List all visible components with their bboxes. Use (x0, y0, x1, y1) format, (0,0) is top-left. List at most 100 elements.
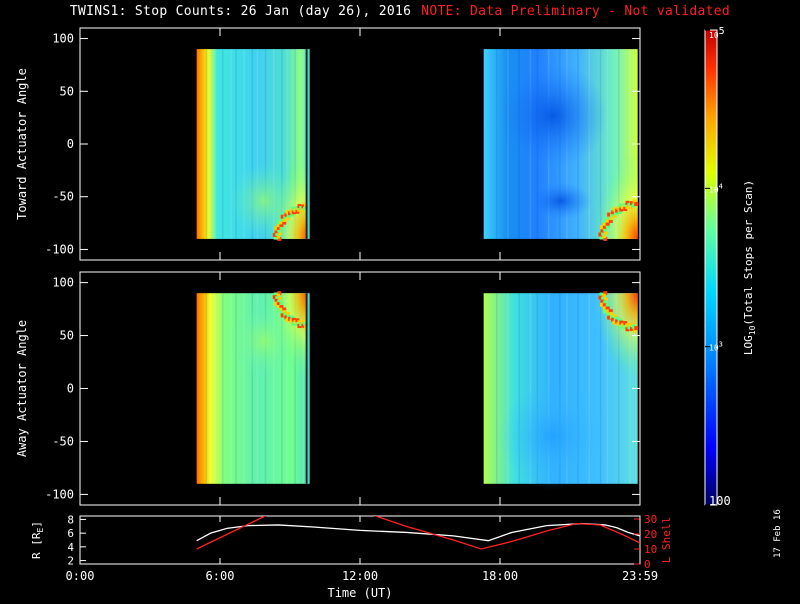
heatmap-striation (281, 293, 283, 484)
colorbar-tick-label: 104 (709, 182, 723, 194)
heatmap-noise-cell (277, 228, 282, 233)
heatmap-noise-cell (598, 295, 603, 300)
heatmap-noise-cell (299, 206, 304, 211)
heatmap-edge-strip (307, 49, 310, 239)
radius-label-sub: E (36, 527, 45, 532)
heatmap-block (196, 291, 310, 484)
heatmap-striation (213, 49, 216, 239)
heatmap-noise-cell (282, 310, 287, 315)
heatmap-striation (495, 49, 498, 239)
heatmap-noise-cell (276, 220, 281, 225)
heatmap-noise-cell (605, 221, 610, 226)
heatmap-noise-cell (623, 202, 628, 207)
heatmap-striation (286, 49, 288, 239)
heatmap-noise-cell (611, 317, 616, 322)
away-y-label: Away Actuator Angle (15, 320, 29, 457)
heatmap-noise-cell (623, 207, 628, 212)
time-tick-label: 12:00 (342, 569, 378, 583)
heatmap-striation (256, 49, 259, 239)
heatmap-striation (495, 293, 498, 484)
away-heatmap (196, 291, 639, 490)
heatmap-noise-cell (617, 318, 622, 323)
heatmap-noise-cell (291, 317, 296, 322)
heatmap-striation (294, 49, 296, 239)
heatmap-noise-cell (291, 206, 296, 211)
heatmap-noise-cell (623, 325, 628, 330)
heatmap-noise-cell (277, 291, 282, 296)
heatmap-noise-cell (276, 225, 281, 230)
heatmap-noise-cell (616, 206, 621, 211)
heatmap-noise-cell (600, 299, 605, 304)
heatmap-noise-cell (600, 228, 605, 233)
heatmap-noise-cell (602, 309, 607, 314)
toward-angle-panel: -100 -50 0 50 100 Toward Actuator Angle (15, 27, 641, 261)
time-tick-label: 0:00 (66, 569, 95, 583)
heatmap-noise-cell (280, 217, 285, 222)
heatmap-noise-cell (279, 302, 284, 307)
heatmap-striation (599, 293, 602, 484)
heatmap-striation (272, 293, 275, 484)
heatmap-gap-line (305, 49, 308, 239)
heatmap-noise-cell (274, 301, 279, 306)
radius-tick-label: 2 (67, 555, 74, 568)
heatmap-noise-cell (618, 324, 623, 329)
heatmap-noise-cell (284, 212, 289, 217)
heatmap-noise-cell (276, 293, 281, 298)
heatmap-noise-cell (615, 208, 620, 213)
heatmap-noise-cell (612, 207, 617, 212)
radius-label-close: ] (30, 521, 43, 528)
heatmap-noise-cell (625, 323, 630, 328)
heatmap-striation (221, 49, 224, 239)
lshell-tick-label: 30 (644, 513, 657, 526)
away-x-ticks (79, 272, 641, 505)
heatmap-noise-cell (279, 220, 284, 225)
heatmap-striation (606, 293, 609, 484)
orbit-lines (196, 516, 640, 550)
heatmap-noise-cell (607, 315, 612, 320)
heatmap-striation (617, 293, 620, 484)
heatmap-noise-cell (286, 213, 291, 218)
heatmap-noise-cell (286, 314, 291, 319)
heatmap-noise-cell (290, 315, 295, 320)
heatmap-noise-cell (601, 296, 606, 301)
heatmap-noise-cell (277, 299, 282, 304)
toward-heatmap (196, 49, 639, 241)
toward-x-ticks (79, 28, 641, 260)
heatmap-noise-cell (605, 224, 610, 229)
heatmap-hot-corner (269, 293, 309, 379)
heatmap-noise-cell (619, 320, 624, 325)
heatmap-noise-cell (602, 221, 607, 226)
heatmap-noise-cell (603, 297, 608, 302)
heatmap-striation (518, 293, 520, 484)
heatmap-block (483, 291, 639, 490)
heatmap-noise-cell (602, 224, 607, 229)
heatmap-noise-cell (599, 292, 604, 297)
heatmap-noise-cell (301, 323, 306, 328)
heatmap-striation (264, 293, 267, 484)
heatmap-noise-cell (617, 210, 622, 215)
heatmap-noise-cell (276, 234, 281, 239)
heatmap-noise-cell (610, 213, 615, 218)
heatmap-striation (230, 49, 232, 239)
y-tick-label: 0 (67, 137, 74, 151)
heatmap-noise-cell (299, 322, 304, 327)
heatmap-noise-cell (272, 295, 277, 300)
heatmap-noise-cell (282, 220, 287, 225)
heatmap-noise-cell (602, 218, 607, 223)
heatmap-noise-cell (607, 212, 612, 217)
heatmap-noise-cell (613, 316, 618, 321)
heatmap-striation (264, 49, 267, 239)
toward-y-label: Toward Actuator Angle (15, 68, 29, 220)
heatmap-striation (251, 49, 254, 239)
heatmap-low-region (529, 181, 592, 220)
lshell-axis-label: L Shell (660, 517, 673, 563)
y-tick-label: 100 (52, 32, 74, 46)
colorbar-tick-exponent: 5 (719, 26, 725, 37)
radius-tick-label: 8 (67, 513, 74, 526)
heatmap-noise-cell (282, 217, 287, 222)
heatmap-noise-cell (273, 292, 278, 297)
colorbar-tick-base: 10 (709, 185, 719, 194)
